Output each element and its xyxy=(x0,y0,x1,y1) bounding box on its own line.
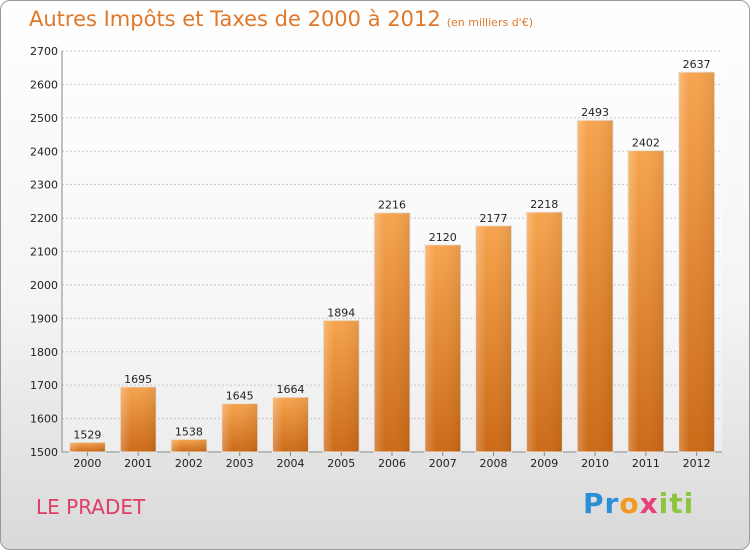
proxiti-logo: Proxiti xyxy=(583,487,694,520)
x-tick-label-2003: 2003 xyxy=(226,457,254,470)
data-label-2007: 2120 xyxy=(429,231,457,244)
y-tick-label: 2600 xyxy=(30,78,58,91)
y-tick-label: 1500 xyxy=(30,446,58,459)
logo-part-2: o xyxy=(619,487,640,520)
data-label-2008: 2177 xyxy=(480,212,508,225)
chart-title-text: Autres Impôts et Taxes de 2000 à 2012 xyxy=(29,7,441,31)
logo-part-3: x xyxy=(639,487,659,520)
data-label-2004: 1664 xyxy=(276,383,304,396)
bar-sheen-2012 xyxy=(678,72,715,453)
bar-sheen-2010 xyxy=(577,120,614,453)
y-tick-label: 2200 xyxy=(30,212,58,225)
bar-sheen-2004 xyxy=(272,397,309,452)
data-label-2006: 2216 xyxy=(378,199,406,212)
bar-sheen-2003 xyxy=(221,403,258,452)
logo-part-1: Pr xyxy=(583,487,620,520)
data-label-2010: 2493 xyxy=(581,106,609,119)
bar-sheen-2008 xyxy=(475,225,512,452)
y-tick-label: 2400 xyxy=(30,145,58,158)
x-tick-label-2010: 2010 xyxy=(581,457,609,470)
data-label-2005: 1894 xyxy=(327,306,355,319)
y-tick-label: 1700 xyxy=(30,379,58,392)
x-tick-label-2004: 2004 xyxy=(276,457,304,470)
x-tick-label-2002: 2002 xyxy=(175,457,203,470)
x-tick-label-2005: 2005 xyxy=(327,457,355,470)
y-tick-label: 2700 xyxy=(30,45,58,58)
x-tick-label-2001: 2001 xyxy=(124,457,152,470)
bar-sheen-2002 xyxy=(170,439,207,452)
data-label-2009: 2218 xyxy=(530,198,558,211)
logo-part-4: iti xyxy=(658,487,695,520)
y-tick-label: 1900 xyxy=(30,312,58,325)
x-tick-label-2012: 2012 xyxy=(683,457,711,470)
y-tick-label: 2100 xyxy=(30,246,58,259)
chart-subtitle: (en milliers d'€) xyxy=(446,16,533,29)
data-label-2001: 1695 xyxy=(124,373,152,386)
data-label-2000: 1529 xyxy=(73,428,101,441)
y-tick-label: 2000 xyxy=(30,279,58,292)
y-tick-label: 2500 xyxy=(30,112,58,125)
x-tick-label-2000: 2000 xyxy=(73,457,101,470)
bar-sheen-2000 xyxy=(69,442,106,452)
bar-sheen-2007 xyxy=(424,244,461,452)
y-tick-label: 2300 xyxy=(30,179,58,192)
data-label-2011: 2402 xyxy=(632,137,660,150)
data-label-2003: 1645 xyxy=(226,390,254,403)
bar-sheen-2001 xyxy=(120,386,157,452)
y-tick-label: 1800 xyxy=(30,346,58,359)
data-label-2002: 1538 xyxy=(175,425,203,438)
bar-sheen-2006 xyxy=(374,212,410,452)
chart-title: Autres Impôts et Taxes de 2000 à 2012 (en… xyxy=(29,7,533,31)
x-tick-label-2009: 2009 xyxy=(530,457,558,470)
bar-sheen-2011 xyxy=(627,150,664,452)
y-tick-label: 1600 xyxy=(30,413,58,426)
bar-sheen-2009 xyxy=(526,212,563,452)
x-tick-label-2008: 2008 xyxy=(480,457,508,470)
data-label-2012: 2637 xyxy=(683,58,711,71)
x-tick-label-2006: 2006 xyxy=(378,457,406,470)
x-tick-label-2011: 2011 xyxy=(632,457,660,470)
place-name: LE PRADET xyxy=(36,495,146,519)
bar-sheen-2005 xyxy=(323,320,360,452)
x-tick-label-2007: 2007 xyxy=(429,457,457,470)
